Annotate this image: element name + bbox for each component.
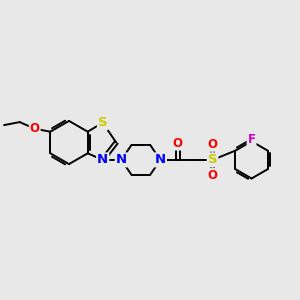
Text: N: N: [97, 153, 108, 167]
Text: O: O: [208, 138, 218, 151]
Text: N: N: [155, 153, 166, 167]
Text: O: O: [208, 169, 218, 182]
Text: S: S: [98, 116, 107, 129]
Text: O: O: [30, 122, 40, 135]
Text: F: F: [248, 133, 256, 146]
Text: S: S: [208, 153, 218, 167]
Text: O: O: [173, 136, 183, 150]
Text: N: N: [116, 153, 127, 167]
